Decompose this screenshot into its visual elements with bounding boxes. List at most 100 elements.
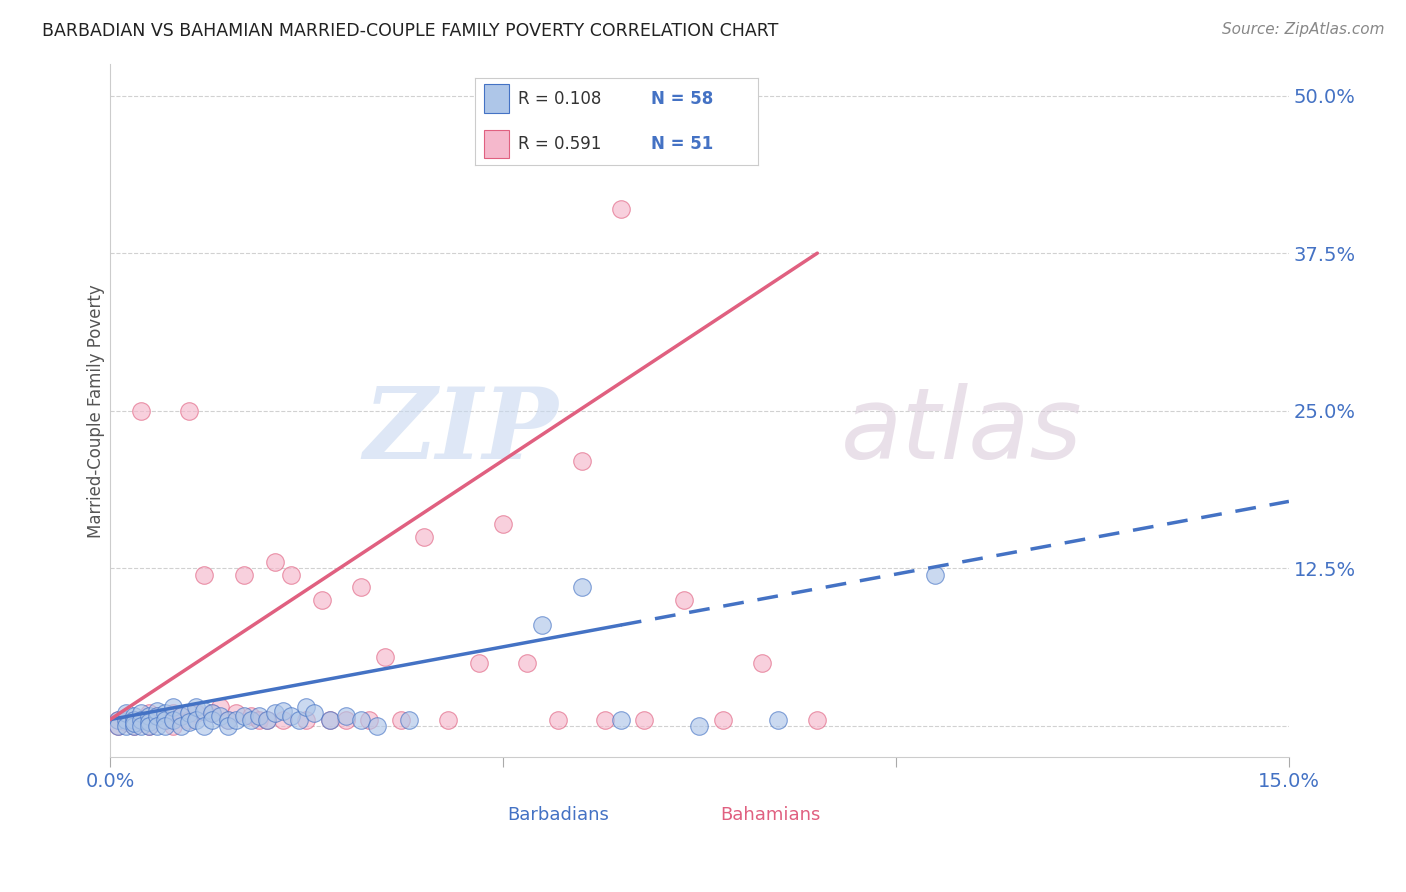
Point (366, 719, 388, 733)
Point (359, 713, 381, 727)
Point (114, 715, 136, 730)
Point (256, 713, 278, 727)
Point (232, 567, 254, 582)
Point (547, 713, 569, 727)
Point (515, 656, 537, 670)
Point (114, 713, 136, 727)
Point (146, 708, 169, 723)
Point (193, 567, 215, 582)
Point (468, 656, 491, 670)
Text: ZIP: ZIP (363, 384, 558, 480)
Y-axis label: Married-Couple Family Poverty: Married-Couple Family Poverty (87, 284, 105, 538)
Point (633, 713, 655, 727)
Point (122, 716, 145, 731)
Point (217, 713, 239, 727)
Point (201, 706, 224, 721)
Point (389, 713, 412, 727)
Point (311, 592, 333, 607)
Point (271, 713, 294, 727)
Point (131, 719, 153, 733)
Point (131, 706, 153, 721)
Point (107, 719, 129, 733)
Point (413, 530, 436, 544)
Point (806, 713, 828, 727)
Point (217, 713, 239, 727)
Point (122, 719, 145, 733)
Text: BARBADIAN VS BAHAMIAN MARRIED-COUPLE FAMILY POVERTY CORRELATION CHART: BARBADIAN VS BAHAMIAN MARRIED-COUPLE FAM… (42, 22, 779, 40)
Point (138, 719, 160, 733)
Point (217, 719, 239, 733)
Point (170, 708, 193, 723)
Point (107, 719, 129, 733)
Point (610, 713, 633, 727)
Point (131, 713, 153, 727)
Point (146, 708, 169, 723)
Point (225, 713, 247, 727)
Point (398, 713, 420, 727)
Text: Barbadians: Barbadians (508, 806, 609, 824)
Point (122, 713, 145, 727)
Point (319, 713, 342, 727)
Point (122, 713, 145, 727)
Point (256, 713, 278, 727)
Point (138, 706, 160, 721)
Point (193, 719, 215, 733)
Point (295, 700, 318, 714)
Point (177, 706, 200, 721)
Point (610, 202, 633, 216)
Point (295, 713, 318, 727)
Point (225, 706, 247, 721)
Point (186, 706, 208, 721)
Point (138, 715, 160, 730)
Point (146, 719, 169, 733)
Text: Source: ZipAtlas.com: Source: ZipAtlas.com (1222, 22, 1385, 37)
Point (247, 708, 270, 723)
Point (146, 704, 169, 718)
Point (287, 713, 309, 727)
Point (247, 713, 270, 727)
Point (350, 713, 373, 727)
Point (114, 706, 136, 721)
Point (107, 713, 129, 727)
Text: Bahamians: Bahamians (720, 806, 820, 824)
Point (319, 713, 342, 727)
Point (177, 713, 200, 727)
Point (107, 713, 129, 727)
Point (162, 713, 184, 727)
Point (162, 700, 184, 714)
Point (240, 708, 263, 723)
Point (153, 706, 176, 721)
Point (177, 715, 200, 730)
Point (162, 719, 184, 733)
Point (593, 713, 616, 727)
Point (304, 706, 326, 721)
Point (264, 555, 287, 569)
Point (138, 708, 160, 723)
Point (335, 708, 357, 723)
Point (201, 706, 224, 721)
Point (131, 403, 153, 417)
Point (193, 704, 215, 718)
Point (170, 708, 193, 723)
Point (153, 713, 176, 727)
Point (153, 719, 176, 733)
Point (138, 719, 160, 733)
Point (672, 592, 695, 607)
Point (924, 567, 946, 582)
Point (186, 700, 208, 714)
Point (335, 713, 357, 727)
Point (186, 713, 208, 727)
Point (766, 713, 789, 727)
Point (208, 700, 231, 714)
Point (153, 713, 176, 727)
Point (571, 580, 593, 594)
Point (751, 656, 773, 670)
Point (162, 706, 184, 721)
Point (437, 713, 460, 727)
Point (264, 706, 287, 721)
Point (374, 649, 396, 664)
Point (271, 704, 294, 718)
Point (122, 708, 145, 723)
Point (122, 719, 145, 733)
Point (711, 713, 734, 727)
